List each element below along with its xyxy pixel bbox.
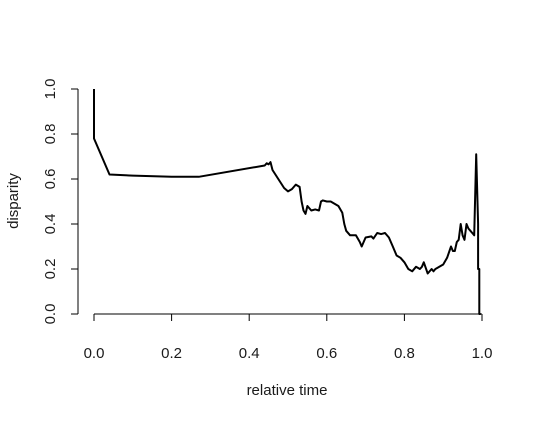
y-tick-label: 0.8 [42,124,59,145]
y-tick-label: 0.2 [42,259,59,280]
x-ticks: 0.0 0.2 0.4 0.6 0.8 1.0 [84,314,493,362]
y-tick-label: 0.4 [42,214,59,235]
y-tick-label: 1.0 [42,79,59,100]
x-axis: 0.0 0.2 0.4 0.6 0.8 1.0 [84,313,493,362]
x-tick-label: 0.4 [239,345,260,362]
y-axis: 0.0 0.2 0.4 0.6 0.8 1.0 [42,79,79,325]
y-ticks: 0.0 0.2 0.4 0.6 0.8 1.0 [42,79,78,325]
y-axis-label: disparity [5,173,22,229]
y-tick-label: 0.6 [42,169,59,190]
series-line [93,89,481,315]
x-tick-label: 0.0 [84,345,105,362]
x-axis-label: relative time [247,382,328,399]
x-tick-label: 0.8 [394,345,415,362]
y-tick-label: 0.0 [42,304,59,325]
x-tick-label: 0.6 [316,345,337,362]
x-tick-label: 1.0 [472,345,493,362]
x-tick-label: 0.2 [161,345,182,362]
